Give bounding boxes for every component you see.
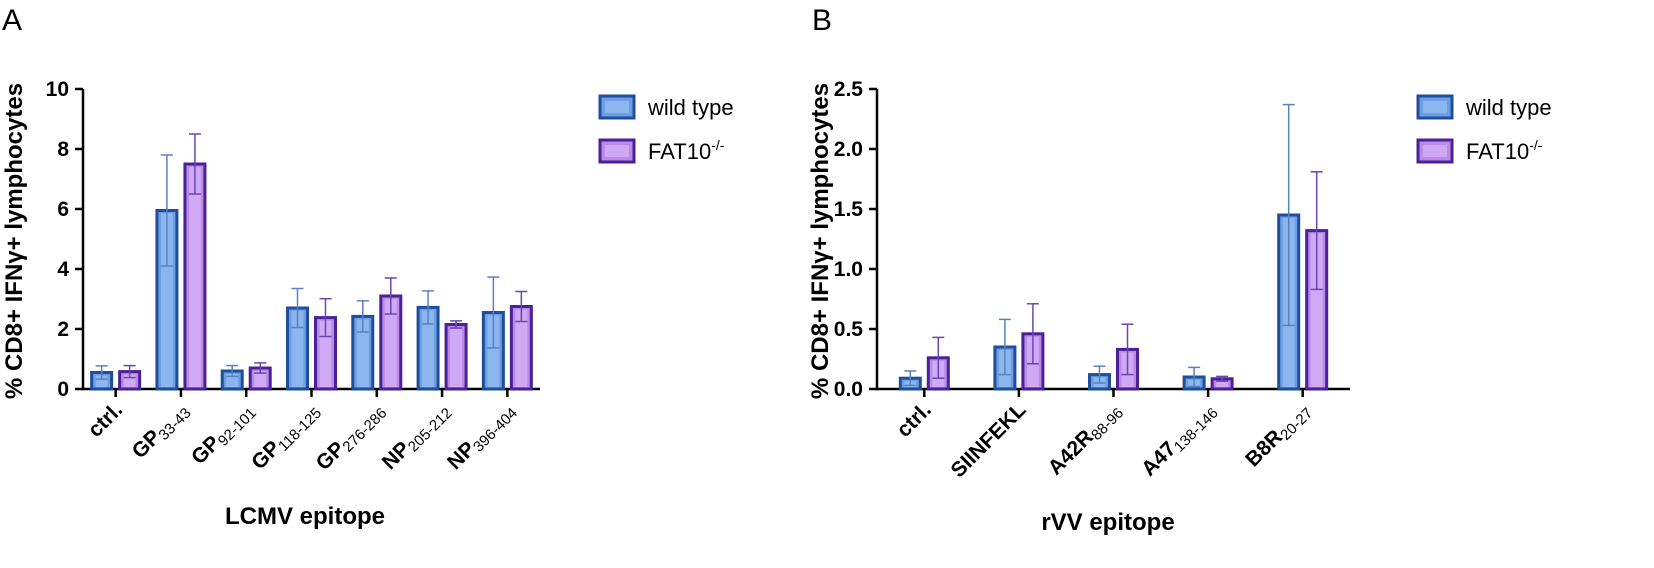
- legend-label-name: wild type: [1465, 95, 1552, 120]
- category-label: A47138-146: [1137, 398, 1222, 483]
- legend-label-sup: -/-: [1529, 137, 1543, 153]
- bar-highlight-wild-type: [291, 311, 304, 387]
- category-label-sub: 118-125: [275, 405, 325, 455]
- y-tick-label: 10: [46, 78, 69, 101]
- category-label-sub: 138-146: [1171, 405, 1222, 456]
- category-label: SIINFEKL: [947, 398, 1031, 482]
- legend-label-name: FAT10: [1466, 139, 1529, 164]
- category-label-sub: 396-404: [470, 405, 521, 456]
- legend-label-fat10: FAT10-/-: [648, 137, 725, 164]
- category-label: GP118-125: [247, 398, 325, 476]
- category-label-main: ctrl.: [84, 398, 127, 441]
- legend-swatch-highlight-wild-type: [1423, 101, 1447, 113]
- y-tick-label: 1.5: [834, 198, 864, 221]
- legend: wild type FAT10-/-: [598, 94, 734, 164]
- x-axis-title: LCMV epitope: [225, 503, 385, 530]
- y-tick-label: 2: [57, 318, 69, 341]
- category-label: NP205-212: [378, 398, 456, 476]
- legend-swatch-highlight-wild-type: [605, 101, 629, 113]
- bar-highlight-wild-type: [226, 374, 239, 387]
- category-label-main: ctrl.: [892, 398, 935, 441]
- legend-label-name: FAT10: [648, 139, 711, 164]
- panel-letter: B: [812, 4, 832, 37]
- category-label: NP396-404: [443, 398, 521, 476]
- category-label-sub: 33-43: [155, 405, 194, 444]
- bar-highlight-fat10: [450, 327, 463, 387]
- category-label: GP276-286: [312, 398, 391, 477]
- legend: wild type FAT10-/-: [1416, 94, 1552, 164]
- category-label: ctrl.: [892, 398, 935, 441]
- category-label-sub: 88-96: [1088, 405, 1127, 444]
- category-label: B8R20-27: [1241, 398, 1316, 473]
- y-tick-label: 2.0: [834, 138, 863, 161]
- chart-panel-a: A % CD8+ IFNγ+ lymphocytes LCMV epitope 0 2 4…: [1, 4, 734, 530]
- bar-highlight-fat10: [123, 374, 136, 387]
- legend-label-name: wild type: [647, 95, 734, 120]
- y-tick-label: 8: [57, 138, 69, 161]
- bar-highlight-wild-type: [487, 315, 500, 387]
- chart-panel-b: B % CD8+ IFNγ+ lymphocytes rVV epitope 0.0 0…: [807, 4, 1552, 536]
- bar-highlight-fat10: [515, 309, 528, 387]
- bar-highlight-fat10: [1216, 381, 1229, 387]
- category-label: A42R88-96: [1044, 398, 1127, 481]
- legend-label-wild-type: wild type: [647, 95, 734, 120]
- y-tick-label: 2.5: [834, 78, 864, 101]
- category-label-main: SIINFEKL: [947, 398, 1031, 482]
- legend-swatch-highlight-fat10: [605, 145, 629, 157]
- legend-label-sup: -/-: [711, 137, 725, 153]
- bar-highlight-wild-type: [356, 319, 369, 387]
- legend-label-wild-type: wild type: [1465, 95, 1552, 120]
- bar-highlight-fat10: [384, 299, 397, 387]
- bar-highlight-fat10: [254, 371, 267, 387]
- bar-highlight-fat10: [188, 167, 201, 387]
- y-tick-label: 1.0: [834, 258, 863, 281]
- x-axis-title: rVV epitope: [1041, 509, 1174, 536]
- legend-swatch-highlight-fat10: [1423, 145, 1447, 157]
- legend-label-fat10: FAT10-/-: [1466, 137, 1543, 164]
- bar-highlight-wild-type: [95, 375, 108, 387]
- y-axis-title: % CD8+ IFNγ+ lymphocytes: [807, 83, 834, 399]
- y-tick-label: 0.5: [834, 318, 864, 341]
- category-label-sub: 92-101: [215, 405, 260, 450]
- y-tick-label: 4: [57, 258, 69, 281]
- bar-highlight-fat10: [1310, 233, 1323, 387]
- y-tick-label: 6: [57, 198, 69, 221]
- category-label: GP33-43: [128, 398, 195, 465]
- y-tick-label: 0.0: [834, 378, 863, 401]
- panel-letter: A: [2, 4, 22, 37]
- y-axis-title: % CD8+ IFNγ+ lymphocytes: [1, 83, 28, 399]
- category-label-sub: 276-286: [339, 405, 390, 456]
- bar-highlight-wild-type: [422, 310, 435, 387]
- bar-highlight-wild-type: [160, 213, 173, 387]
- y-tick-label: 0: [57, 378, 69, 401]
- category-label-sub: 205-212: [405, 405, 456, 456]
- category-label: ctrl.: [84, 398, 127, 441]
- category-label-sub: 20-27: [1277, 405, 1316, 444]
